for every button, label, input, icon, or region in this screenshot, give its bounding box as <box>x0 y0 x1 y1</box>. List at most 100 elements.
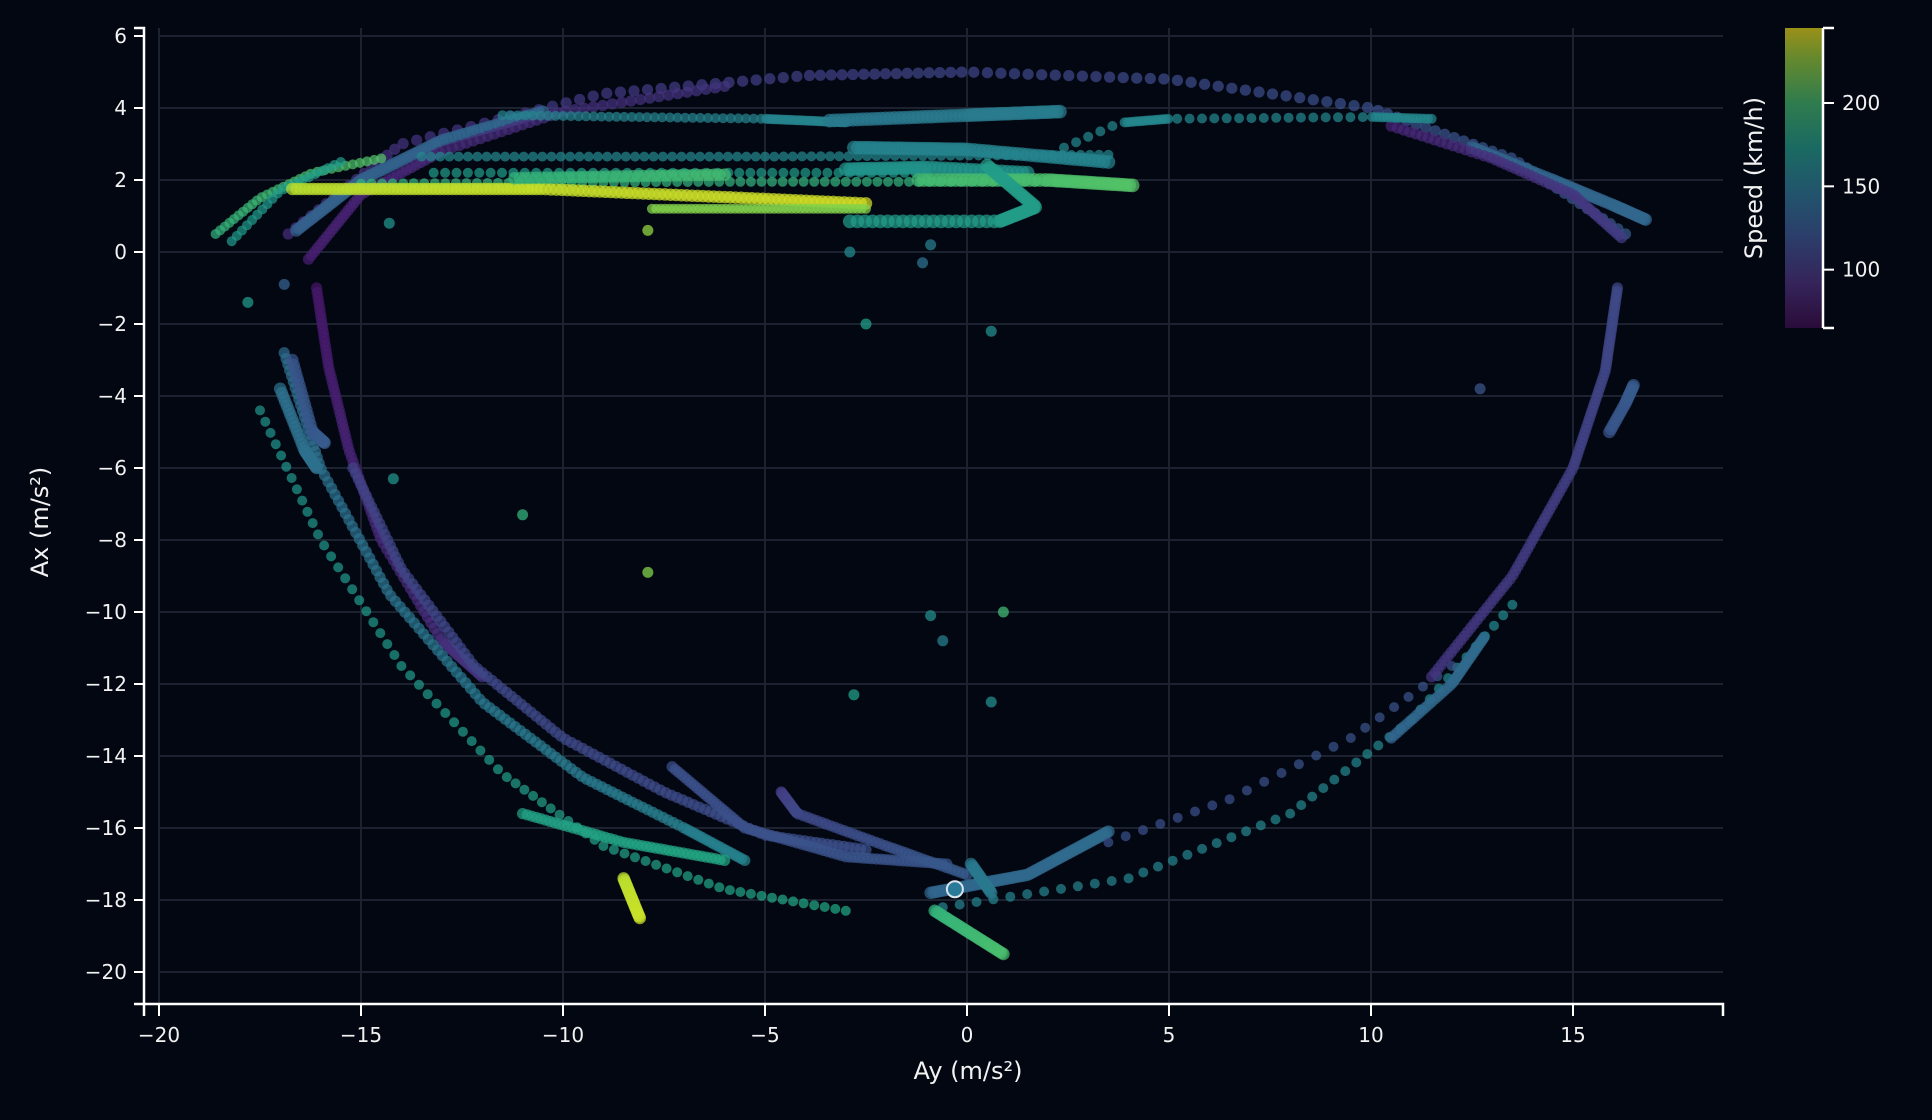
data-point <box>260 416 271 427</box>
y-tick-label: 2 <box>114 168 127 192</box>
data-point <box>565 151 576 162</box>
data-point <box>1321 96 1333 108</box>
data-point <box>1131 72 1143 84</box>
data-point <box>984 886 998 900</box>
data-point <box>1334 97 1347 110</box>
data-point <box>405 670 416 681</box>
data-point <box>313 529 323 540</box>
data-point <box>1005 891 1016 902</box>
data-point <box>879 68 892 80</box>
data-point-outlier <box>985 696 997 708</box>
data-point <box>550 110 561 121</box>
data-point <box>815 151 826 162</box>
hover-marker[interactable] <box>945 880 964 899</box>
data-point <box>672 112 683 123</box>
data-point <box>1357 112 1368 123</box>
data-point <box>1209 113 1220 124</box>
data-point <box>558 111 569 121</box>
data-point <box>695 112 706 123</box>
data-point <box>733 113 744 124</box>
colorbar-tick-label: 200 <box>1842 91 1880 115</box>
data-point <box>750 151 761 162</box>
data-point <box>1102 825 1115 838</box>
data-point <box>945 66 957 79</box>
data-point <box>1123 873 1134 884</box>
data-point <box>440 708 451 718</box>
data-point <box>836 69 848 81</box>
data-point <box>1071 137 1082 148</box>
data-point <box>700 83 712 95</box>
data-point <box>536 797 547 808</box>
data-point <box>687 112 698 123</box>
data-point <box>375 628 386 639</box>
data-point <box>704 151 715 162</box>
highlighted-point[interactable] <box>945 880 964 899</box>
data-point-outlier <box>985 325 997 337</box>
data-point <box>1348 99 1360 112</box>
data-point <box>1246 113 1257 124</box>
colorbar-title: Speed (km/h) <box>1740 97 1768 259</box>
data-point <box>588 111 599 122</box>
data-point <box>1311 750 1322 761</box>
data-point <box>411 134 423 146</box>
data-point <box>745 167 756 178</box>
data-point <box>830 903 841 914</box>
y-tick-label: −20 <box>85 960 127 984</box>
data-point <box>1285 808 1296 819</box>
data-point <box>702 113 713 123</box>
data-point <box>543 110 554 121</box>
data-point <box>497 167 507 178</box>
data-point <box>851 176 862 187</box>
data-point <box>444 151 455 162</box>
data-point <box>1022 889 1033 900</box>
y-tick-label: −8 <box>98 528 127 552</box>
y-tick-label: 6 <box>114 24 127 48</box>
data-point-outlier <box>383 217 395 229</box>
data-point <box>798 176 809 187</box>
data-point <box>680 112 691 123</box>
y-tick-label: −4 <box>98 384 127 408</box>
data-point <box>1049 69 1061 81</box>
data-point <box>611 151 622 162</box>
data-point <box>1212 80 1224 92</box>
data-point <box>1172 812 1183 823</box>
data-point-outlier <box>848 689 860 701</box>
data-point <box>1107 121 1118 131</box>
y-tick-label: 4 <box>114 96 127 120</box>
data-point <box>981 67 994 79</box>
data-point <box>1039 886 1050 897</box>
data-point <box>302 506 313 517</box>
data-point <box>777 894 788 905</box>
colorbar-tick-label: 100 <box>1842 258 1880 282</box>
data-point <box>787 151 798 162</box>
y-tick-label: −16 <box>85 816 127 840</box>
data-point <box>756 167 767 178</box>
data-point <box>574 151 585 162</box>
data-point <box>1615 231 1628 244</box>
data-point <box>573 93 586 106</box>
data-point <box>1101 155 1116 169</box>
data-point <box>396 661 407 671</box>
data-point <box>598 841 609 851</box>
data-point <box>769 151 780 162</box>
data-point <box>806 151 817 162</box>
data-point <box>1234 113 1245 124</box>
data-point <box>798 898 809 909</box>
data-point <box>750 74 762 86</box>
data-point <box>734 167 745 178</box>
data-point-outlier <box>844 246 856 258</box>
data-point <box>628 85 640 97</box>
data-point <box>1507 599 1518 610</box>
data-point-outlier <box>642 566 654 578</box>
data-point <box>1417 681 1428 692</box>
data-point <box>1008 68 1021 80</box>
data-point <box>657 112 668 123</box>
data-point <box>840 176 851 187</box>
data-point <box>425 151 436 162</box>
data-point <box>657 151 668 162</box>
data-point <box>923 67 935 79</box>
x-tick-label: −15 <box>340 1023 382 1047</box>
data-point <box>361 606 372 617</box>
data-point <box>1090 70 1102 83</box>
